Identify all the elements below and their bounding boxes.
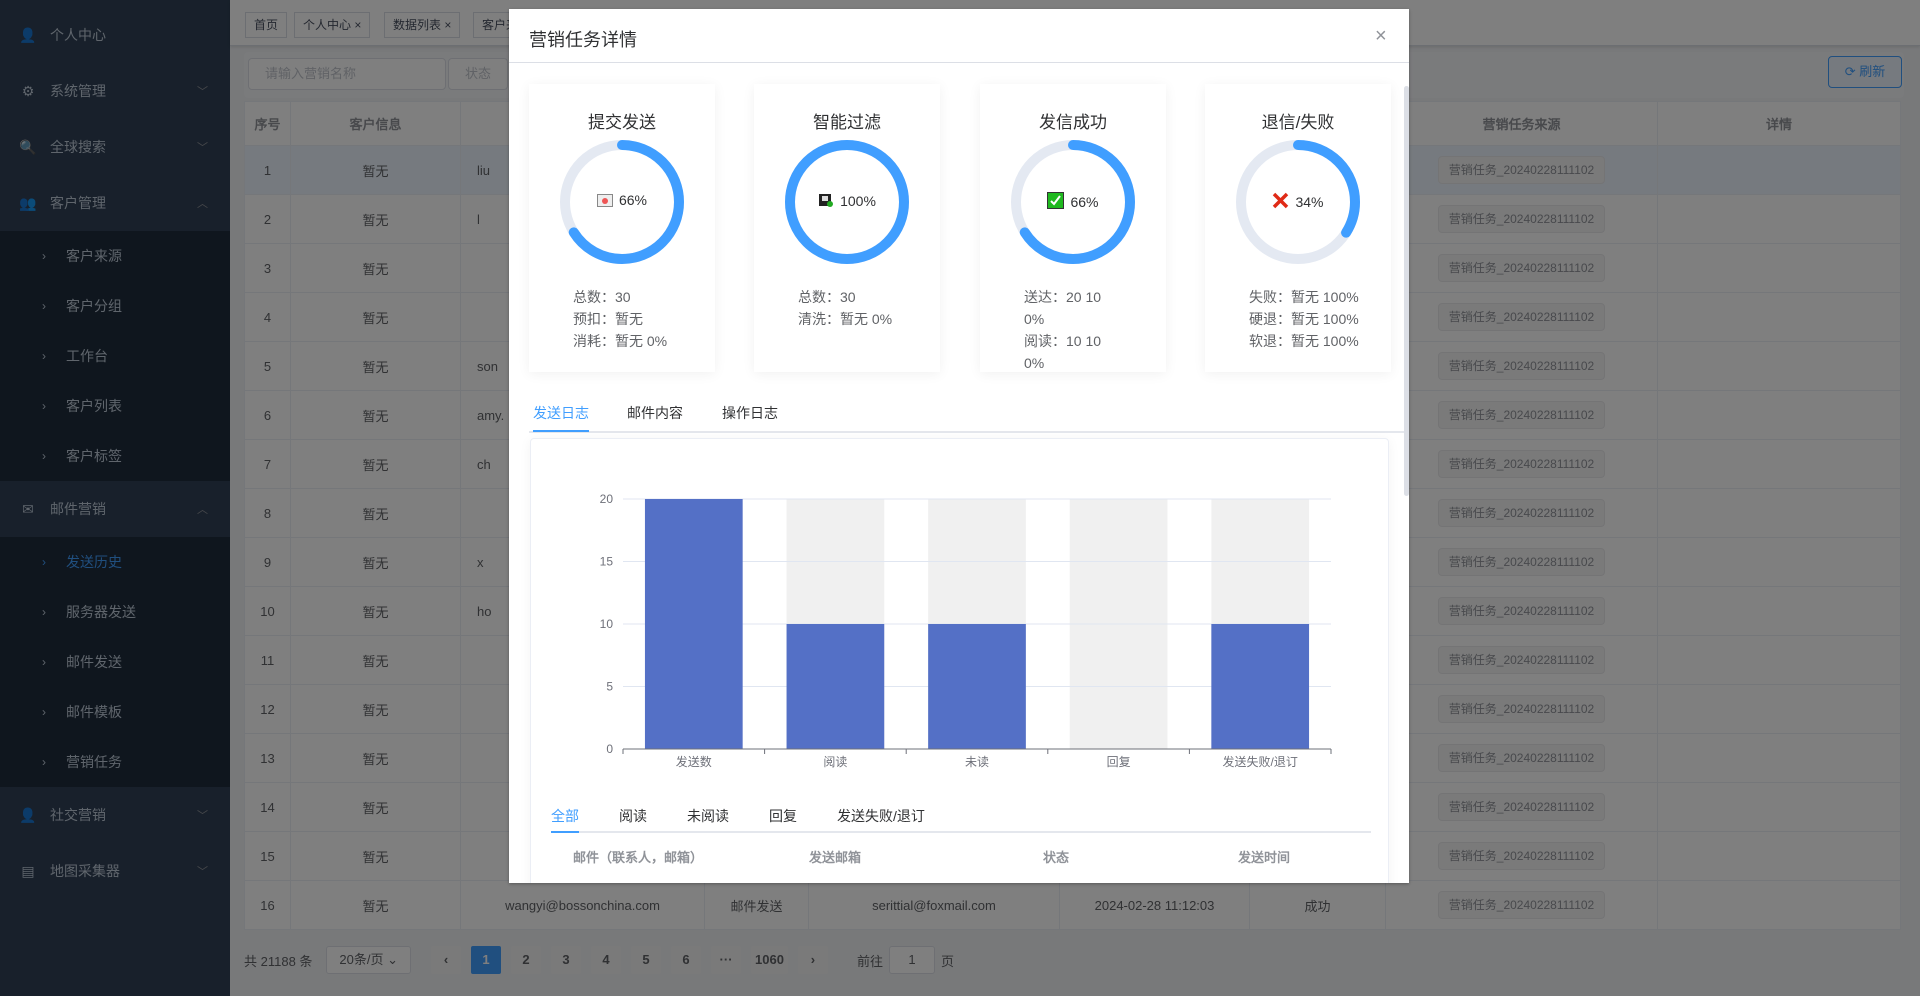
progress-ring	[1236, 140, 1360, 264]
x-tick-label: 发送失败/退订	[1223, 754, 1298, 769]
active-filter-indicator	[551, 831, 579, 833]
stat-line: 0%	[1024, 311, 1045, 327]
stat-line: 0%	[1024, 355, 1045, 371]
progress-arc	[785, 140, 909, 264]
stat-line: 总数：30	[798, 289, 856, 305]
dialog-title: 营销任务详情	[529, 30, 637, 50]
log-header-sender: 发送邮箱	[809, 850, 862, 865]
y-tick-label: 10	[600, 617, 614, 631]
filter-tab-failed[interactable]: 发送失败/退订	[837, 808, 925, 824]
filter-tab-unread[interactable]: 未阅读	[687, 808, 729, 824]
stat-card: 智能过滤 100% 总数：30 清洗：暂无 0%	[754, 84, 940, 372]
progress-arc	[1011, 140, 1135, 264]
bar	[1211, 624, 1310, 749]
stat-line: 总数：30	[573, 289, 631, 305]
y-tick-label: 15	[600, 555, 614, 569]
x-tick-label: 阅读	[823, 755, 847, 769]
active-tab-indicator	[533, 430, 589, 432]
stat-line: 硬退：暂无 100%	[1249, 311, 1359, 327]
stat-card-title: 发信成功	[1039, 113, 1107, 132]
dialog-scrollbar[interactable]	[1404, 86, 1409, 496]
send-stats-chart: 0 5 10 15 20 发送数 阅读 未读 回复 发送失败/退订	[600, 492, 1332, 769]
filter-tab-reply[interactable]: 回复	[769, 808, 797, 824]
task-detail-dialog: 营销任务详情 × 提交发送 66% 总数：30 预扣：暂无消耗：暂无 0% 智能过…	[509, 9, 1409, 883]
stat-card: 发信成功 66% 送达：20 10 0% 阅读：10 10 0%	[980, 84, 1166, 372]
bar	[928, 624, 1026, 749]
envelope-icon	[596, 194, 613, 210]
x-tick-label: 回复	[1107, 755, 1131, 769]
check-icon	[1047, 192, 1065, 212]
dialog-header: 营销任务详情 ×	[509, 9, 1409, 63]
stat-line: 软退：暂无 100%	[1249, 333, 1359, 349]
progress-ring	[1011, 140, 1135, 264]
progress-label: 34%	[1295, 194, 1324, 210]
y-tick-label: 20	[600, 492, 614, 506]
stat-line: 送达：20 10	[1024, 289, 1102, 305]
x-tick-label: 发送数	[676, 754, 712, 769]
progress-arc	[560, 140, 684, 264]
filter-tab-read[interactable]: 阅读	[619, 808, 647, 824]
detail-tabs: 发送日志 邮件内容 操作日志	[529, 393, 1409, 433]
stat-card-title: 智能过滤	[813, 113, 881, 132]
x-tick-label: 未读	[965, 755, 989, 769]
filter-tab-all[interactable]: 全部	[551, 808, 579, 824]
stat-card-title: 提交发送	[588, 113, 656, 132]
bar	[786, 624, 885, 749]
progress-arc	[1236, 140, 1360, 264]
stat-card-title: 退信/失败	[1261, 113, 1335, 132]
stat-line: 清洗：暂无 0%	[798, 311, 893, 327]
progress-label: 66%	[618, 192, 648, 208]
stat-line: 预扣：暂无	[573, 311, 643, 327]
log-header-mail: 邮件（联系人，邮箱）	[573, 850, 704, 865]
progress-ring	[560, 140, 684, 264]
tab-send-log[interactable]: 发送日志	[533, 405, 589, 421]
progress-label: 66%	[1070, 194, 1099, 210]
progress-ring	[785, 140, 909, 264]
y-tick-label: 0	[606, 742, 613, 756]
stat-line: 失败：暂无 100%	[1249, 289, 1359, 305]
stat-card: 退信/失败 34% 失败：暂无 100% 硬退：暂无 100% 软退：暂无 100%	[1205, 84, 1391, 372]
tab-mail-content[interactable]: 邮件内容	[627, 405, 683, 421]
stat-line: 阅读：10 10	[1024, 333, 1102, 349]
close-icon[interactable]: ×	[1375, 25, 1387, 47]
log-header-status: 状态	[1043, 850, 1070, 865]
tab-operation-log[interactable]: 操作日志	[722, 405, 778, 421]
cross-icon	[1272, 192, 1289, 212]
log-filter-tabs: 全部 阅读 未阅读 回复 发送失败/退订	[551, 799, 1371, 833]
bar	[644, 499, 743, 749]
progress-label: 100%	[840, 193, 876, 209]
y-tick-label: 5	[606, 680, 613, 694]
stat-card: 提交发送 66% 总数：30 预扣：暂无消耗：暂无 0%	[529, 84, 715, 372]
filter-icon	[818, 192, 834, 211]
stat-line: 消耗：暂无 0%	[573, 333, 668, 349]
send-log-panel: 0 5 10 15 20 发送数 阅读 未读 回复 发送失败/退订 全部 阅读 未阅读 回复 发送…	[530, 438, 1389, 883]
log-header-time: 发送时间	[1238, 850, 1291, 865]
